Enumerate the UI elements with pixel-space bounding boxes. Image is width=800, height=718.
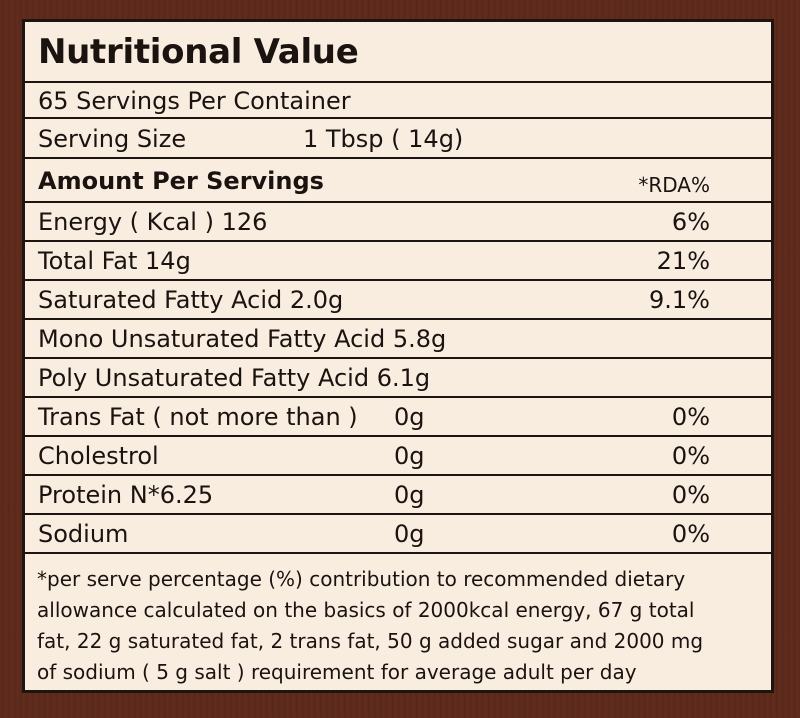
nutrient-rda: 0% [671,520,710,548]
footnote-line: of sodium ( 5 g salt ) requirement for a… [37,660,637,684]
rda-heading: *RDA% [638,173,710,197]
nutrient-name: Cholestrol [38,442,159,470]
footnote-line: fat, 22 g saturated fat, 2 trans fat, 50… [37,629,704,653]
nutrient-rda: 0% [671,403,710,431]
title-row: Nutritional Value [25,22,771,83]
nutrient-row-energy: Energy ( Kcal ) 126 6% [25,203,771,242]
nutrient-row-protein: Protein N*6.25 0g 0% [25,476,771,515]
nutrient-name: Mono Unsaturated Fatty Acid 5.8g [38,325,447,353]
servings-row: 65 Servings Per Container [25,83,771,119]
serving-size-value: 1 Tbsp ( 14g) [303,125,464,153]
footnote-line: allowance calculated on the basics of 20… [37,598,695,622]
nutrient-amount: 0g [394,481,425,509]
nutrient-row-saturated-fat: Saturated Fatty Acid 2.0g 9.1% [25,281,771,320]
nutrient-row-poly-unsaturated: Poly Unsaturated Fatty Acid 6.1g [25,359,771,398]
nutrition-label: Nutritional Value 65 Servings Per Contai… [22,19,774,693]
nutrient-amount: 0g [394,520,425,548]
nutrient-row-trans-fat: Trans Fat ( not more than ) 0g 0% [25,398,771,437]
nutrient-rda: 0% [671,442,710,470]
serving-size-row: Serving Size 1 Tbsp ( 14g) [25,119,771,159]
serving-size-label: Serving Size [38,125,187,153]
nutrient-rda: 9.1% [649,286,710,314]
servings-per-container: 65 Servings Per Container [38,87,351,115]
amount-per-servings-heading: Amount Per Servings [38,167,324,195]
nutrient-row-mono-unsaturated: Mono Unsaturated Fatty Acid 5.8g [25,320,771,359]
nutrient-name: Sodium [38,520,129,548]
amount-header-row: Amount Per Servings *RDA% [25,159,771,203]
nutrient-rda: 21% [656,247,710,275]
nutrient-name: Trans Fat ( not more than ) [38,403,358,431]
nutrient-rda: 6% [671,208,710,236]
nutrient-name: Saturated Fatty Acid 2.0g [38,286,344,314]
nutrient-row-total-fat: Total Fat 14g 21% [25,242,771,281]
label-title: Nutritional Value [38,32,359,72]
nutrient-row-sodium: Sodium 0g 0% [25,515,771,554]
footnote-line: *per serve percentage (%) contribution t… [37,567,686,591]
footnote: *per serve percentage (%) contribution t… [37,564,762,688]
nutrient-rda: 0% [671,481,710,509]
nutrient-name: Energy ( Kcal ) 126 [38,208,268,236]
nutrient-amount: 0g [394,442,425,470]
nutrient-row-cholestrol: Cholestrol 0g 0% [25,437,771,476]
nutrient-name: Protein N*6.25 [38,481,214,509]
nutrient-amount: 0g [394,403,425,431]
nutrient-name: Poly Unsaturated Fatty Acid 6.1g [38,364,431,392]
nutrient-name: Total Fat 14g [38,247,191,275]
